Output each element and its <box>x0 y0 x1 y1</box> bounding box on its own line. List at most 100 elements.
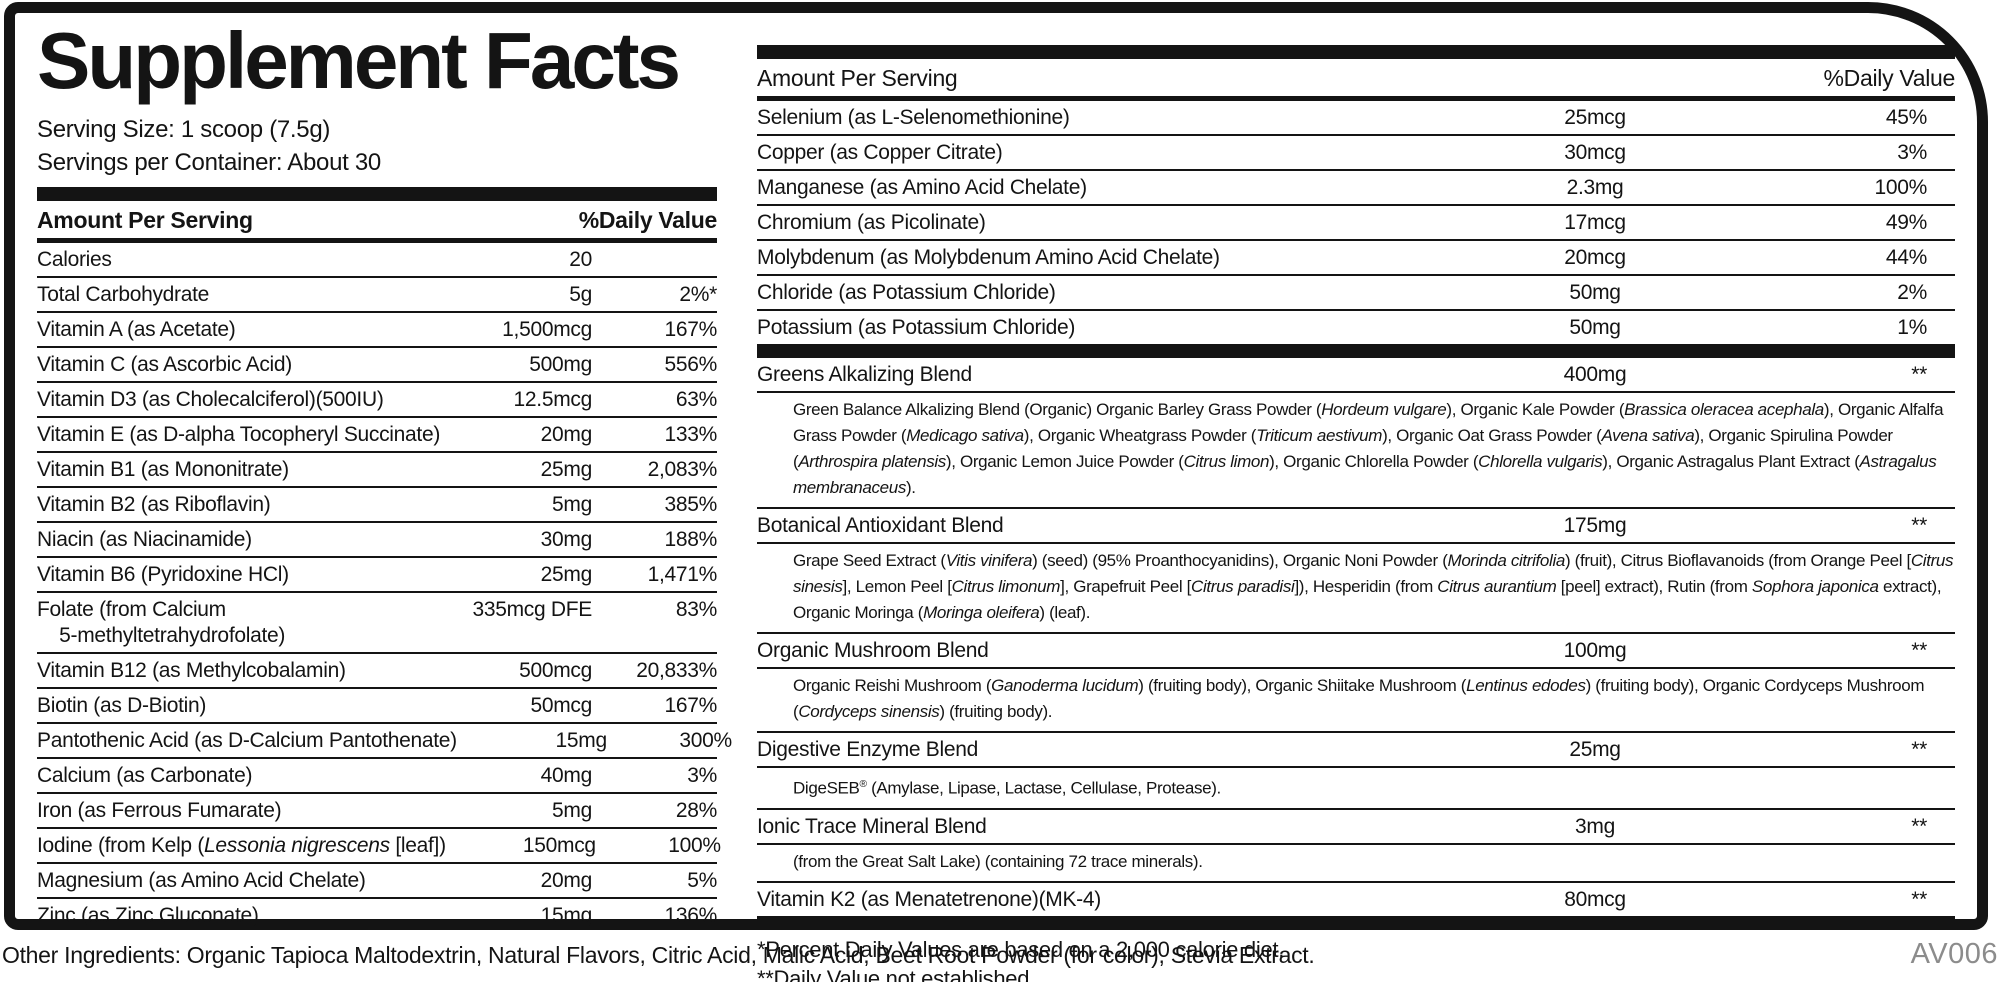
right-table-header: Amount Per Serving %Daily Value <box>757 59 1955 101</box>
ingredient-amount: 25mg <box>540 563 593 586</box>
table-row: Total Carbohydrate 5g 2%* <box>37 278 717 313</box>
blend-description: Organic Reishi Mushroom (Ganoderma lucid… <box>757 669 1955 733</box>
ingredient-name: Magnesium (as Amino Acid Chelate) <box>37 869 366 892</box>
ingredient-name: Vitamin K2 (as Menatetrenone)(MK-4) <box>757 887 1101 911</box>
ingredient-amount: 40mg <box>540 764 593 787</box>
table-row: Chloride (as Potassium Chloride) 50mg 2% <box>757 276 1955 311</box>
ingredient-amount: 50mg <box>1569 316 1621 339</box>
table-row: Folate (from Calcium 5-methyltetrahydrof… <box>37 593 717 654</box>
ingredient-amount: 5mg <box>552 799 592 822</box>
ingredient-daily-value: 1% <box>1897 316 1927 339</box>
product-code: AV006 <box>1910 938 1998 970</box>
ingredient-amount: 15mg <box>555 729 608 752</box>
ingredient-amount: 25mg <box>540 458 593 481</box>
ingredient-amount: 25mcg <box>1564 106 1626 129</box>
blend-description: DigeSEB® (Amylase, Lipase, Lactase, Cell… <box>757 768 1955 810</box>
table-row: Vitamin B1 (as Mononitrate) 25mg 2,083% <box>37 453 717 488</box>
ingredient-name: Folate (from Calcium 5-methyltetrahydrof… <box>37 598 286 647</box>
ingredient-amount: 175mg <box>1563 514 1627 537</box>
table-row: Vitamin E (as D-alpha Tocopheryl Succina… <box>37 418 717 453</box>
divider-bar <box>757 344 1955 358</box>
ingredient-daily-value: 1,471% <box>647 563 718 586</box>
ingredient-daily-value: 2,083% <box>647 458 718 481</box>
table-row: Vitamin A (as Acetate) 1,500mcg 167% <box>37 313 717 348</box>
ingredient-name: Vitamin B1 (as Mononitrate) <box>37 458 289 481</box>
footnotes: *Percent Daily Values are based on a 2,0… <box>757 930 1955 982</box>
ingredient-amount: 500mg <box>529 353 592 376</box>
ingredient-daily-value: 136% <box>664 904 717 927</box>
other-ingredients-text: Other Ingredients: Organic Tapioca Malto… <box>2 942 1315 968</box>
ingredient-daily-value: 100% <box>1874 176 1927 199</box>
ingredient-name: Potassium (as Potassium Chloride) <box>757 316 1076 339</box>
ingredient-daily-value: 167% <box>664 694 717 717</box>
table-row: Vitamin C (as Ascorbic Acid) 500mg 556% <box>37 348 717 383</box>
table-row: Zinc (as Zinc Gluconate) 15mg 136% <box>37 899 717 932</box>
ingredient-name: Iodine (from Kelp (Lessonia nigrescens [… <box>37 834 446 857</box>
divider-bar <box>757 915 1955 930</box>
table-row: Calories 20 <box>37 243 717 278</box>
ingredient-name: Vitamin B6 (Pyridoxine HCl) <box>37 563 289 586</box>
ingredient-amount: 25mg <box>1569 738 1621 761</box>
ingredient-name: Vitamin A (as Acetate) <box>37 318 236 341</box>
table-row: Pantothenic Acid (as D-Calcium Pantothen… <box>37 724 732 759</box>
ingredient-amount: 15mg <box>540 904 593 927</box>
ingredient-amount: 3mg <box>1575 814 1615 838</box>
right-panel: Amount Per Serving %Daily Value Selenium… <box>757 45 1955 982</box>
ingredient-daily-value: 3% <box>1897 141 1927 164</box>
table-row: Niacin (as Niacinamide) 30mg 188% <box>37 523 717 558</box>
blend-row: Ionic Trace Mineral Blend 3mg ** <box>757 810 1955 845</box>
ingredient-daily-value: 63% <box>675 388 717 411</box>
ingredient-name: Iron (as Ferrous Fumarate) <box>37 799 282 822</box>
ingredient-name: Vitamin B2 (as Riboflavin) <box>37 493 271 516</box>
ingredient-name: Copper (as Copper Citrate) <box>757 141 1003 164</box>
table-row: Chromium (as Picolinate) 17mcg 49% <box>757 206 1955 241</box>
table-row: Vitamin B2 (as Riboflavin) 5mg 385% <box>37 488 717 523</box>
ingredient-amount: 30mg <box>540 528 593 551</box>
daily-value-header: %Daily Value <box>1823 65 1956 91</box>
ingredient-amount: 50mcg <box>530 694 592 717</box>
blend-description: (from the Great Salt Lake) (containing 7… <box>757 845 1955 883</box>
ingredient-amount: 5g <box>569 283 592 306</box>
ingredient-name: Chloride (as Potassium Chloride) <box>757 281 1056 304</box>
ingredient-amount: 50mg <box>1569 281 1621 304</box>
servings-per-container-text: Servings per Container: About 30 <box>37 149 381 176</box>
amount-per-serving-header: Amount Per Serving <box>37 207 253 233</box>
ingredient-daily-value: 300% <box>679 729 732 752</box>
ingredient-daily-value: 44% <box>1885 246 1927 269</box>
ingredient-daily-value: 385% <box>664 493 717 516</box>
ingredient-name: Selenium (as L-Selenomethionine) <box>757 106 1070 129</box>
ingredient-amount: 12.5mcg <box>513 388 593 411</box>
table-row: Potassium (as Potassium Chloride) 50mg 1% <box>757 311 1955 344</box>
table-row: Manganese (as Amino Acid Chelate) 2.3mg 10… <box>757 171 1955 206</box>
ingredient-amount: 17mcg <box>1564 211 1626 234</box>
serving-size-text: Serving Size: 1 scoop (7.5g) <box>37 116 331 143</box>
footnote-not-established: **Daily Value not established. <box>757 965 1035 982</box>
ingredient-amount: 20mcg <box>1564 246 1626 269</box>
ingredient-name: Pantothenic Acid (as D-Calcium Pantothen… <box>37 729 457 752</box>
ingredient-amount: 400mg <box>1563 363 1627 386</box>
table-row: Magnesium (as Amino Acid Chelate) 20mg 5% <box>37 864 717 899</box>
ingredient-amount: 1,500mcg <box>502 318 592 341</box>
ingredient-name: Greens Alkalizing Blend <box>757 363 972 386</box>
ingredient-name: Calcium (as Carbonate) <box>37 764 253 787</box>
table-row: Calcium (as Carbonate) 40mg 3% <box>37 759 717 794</box>
ingredient-name: Total Carbohydrate <box>37 283 210 306</box>
ingredient-daily-value: 2% <box>1897 281 1927 304</box>
ingredient-amount: 2.3mg <box>1566 176 1624 199</box>
ingredient-name: Biotin (as D-Biotin) <box>37 694 207 717</box>
blend-row: Organic Mushroom Blend 100mg ** <box>757 634 1955 669</box>
ingredient-daily-value: 83% <box>675 598 717 621</box>
left-panel: Supplement Facts Serving Size: 1 scoop (… <box>37 19 732 932</box>
table-row: Vitamin B6 (Pyridoxine HCl) 25mg 1,471% <box>37 558 717 593</box>
ingredient-daily-value: 28% <box>675 799 717 822</box>
ingredient-amount: 150mcg <box>522 834 596 857</box>
ingredient-amount: 30mcg <box>1564 141 1626 164</box>
blend-row: Vitamin K2 (as Menatetrenone)(MK-4) 80mcg… <box>757 883 1955 916</box>
ingredient-daily-value: 5% <box>687 869 717 892</box>
ingredient-name: Niacin (as Niacinamide) <box>37 528 252 551</box>
footnote-daily-values: *Percent Daily Values are based on a 2,0… <box>757 936 1285 962</box>
blends-section: Greens Alkalizing Blend 400mg ** Green Bala… <box>757 358 1955 916</box>
table-row: Molybdenum (as Molybdenum Amino Acid Che… <box>757 241 1955 276</box>
ingredient-name: Digestive Enzyme Blend <box>757 738 979 761</box>
ingredient-name: Manganese (as Amino Acid Chelate) <box>757 176 1087 199</box>
